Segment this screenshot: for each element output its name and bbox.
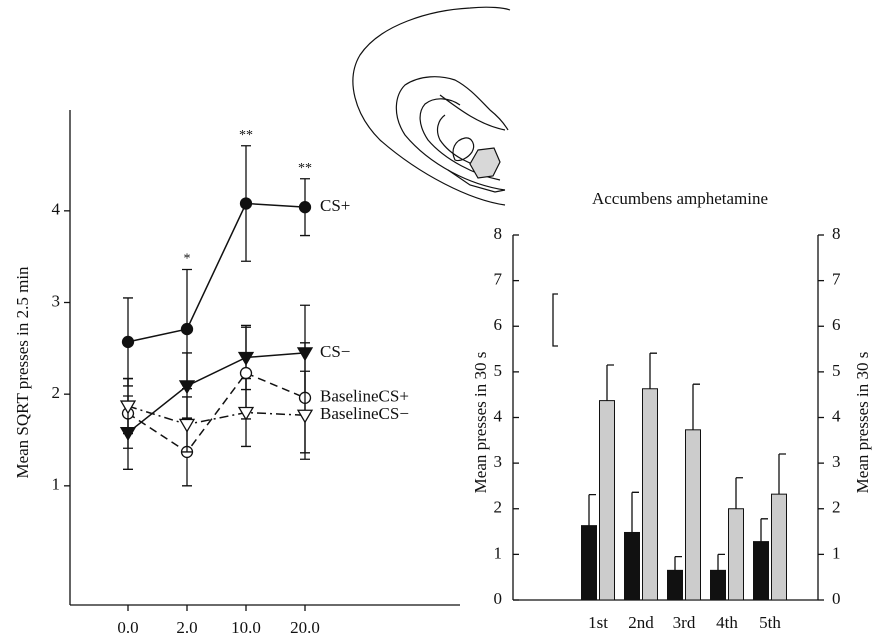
- x-tick-label: 5th: [759, 613, 781, 632]
- bar: [642, 388, 658, 601]
- bar: [624, 531, 640, 601]
- data-point: [237, 406, 255, 421]
- y-tick-label: 1: [52, 475, 61, 494]
- bar: [667, 569, 683, 601]
- y2-tick-label: 5: [832, 361, 841, 380]
- error-bar: [717, 553, 725, 571]
- y-tick-label: 2: [52, 383, 61, 402]
- x-tick-label: 0.0: [117, 618, 138, 636]
- x-tick-label: 2.0: [176, 618, 197, 636]
- y2-tick-label: 0: [832, 589, 841, 608]
- data-point: [178, 380, 196, 395]
- x-tick-label: 3rd: [673, 613, 696, 632]
- y-tick-label: 0: [494, 589, 503, 608]
- data-point: [298, 201, 312, 214]
- bar: [581, 525, 597, 601]
- y-tick-label: 1: [494, 543, 503, 562]
- data-point: [119, 400, 137, 415]
- x-tick-label: 1st: [588, 613, 608, 632]
- data-point: [296, 409, 314, 424]
- y2-tick-label: 8: [832, 224, 841, 243]
- chart-title: Accumbens amphetamine: [592, 189, 768, 208]
- x-tick-label: 10.0: [231, 618, 261, 636]
- data-point: [239, 366, 253, 380]
- error-bar: [735, 477, 743, 509]
- error-bar: [692, 383, 700, 430]
- data-point: [178, 418, 196, 433]
- error-bar: [606, 364, 614, 401]
- data-point: [121, 335, 135, 349]
- y2-tick-label: 7: [832, 270, 841, 289]
- brain-diagram: [352, 6, 511, 206]
- series-line: [127, 352, 306, 434]
- x-tick-label: 2nd: [628, 613, 654, 632]
- series-line: [127, 202, 306, 343]
- significance-marker: **: [239, 128, 253, 143]
- y2-tick-label: 2: [832, 498, 841, 517]
- y2-tick-label: 6: [832, 315, 841, 334]
- error-bar: [674, 556, 682, 571]
- y-axis-label: Mean presses in 30 s: [471, 352, 490, 494]
- y-axis-label: Mean SQRT presses in 2.5 min: [13, 266, 32, 479]
- y-tick-label: 3: [52, 291, 61, 310]
- error-bar: [778, 453, 786, 495]
- error-bar: [588, 493, 596, 526]
- error-bar: [649, 352, 657, 389]
- bar: [710, 569, 726, 601]
- y-tick-label: 8: [494, 224, 503, 243]
- bar: [599, 400, 615, 601]
- series-label: BaselineCS−: [320, 404, 409, 423]
- bar: [771, 493, 787, 601]
- bar: [728, 508, 744, 601]
- x-tick-label: 4th: [716, 613, 738, 632]
- y2-tick-label: 4: [832, 406, 841, 425]
- error-bar: [631, 491, 639, 533]
- bar: [753, 541, 769, 601]
- y2-tick-label: 3: [832, 452, 841, 471]
- series-label: BaselineCS+: [320, 387, 409, 406]
- y-tick-label: 2: [494, 498, 503, 517]
- significance-marker: *: [184, 252, 191, 267]
- series-label: CS−: [320, 342, 350, 361]
- data-point: [239, 197, 253, 210]
- series-label: CS+: [320, 196, 350, 215]
- x-tick-label: 20.0: [290, 618, 320, 636]
- significance-marker: **: [298, 161, 312, 176]
- y-tick-label: 4: [52, 200, 61, 219]
- y-tick-label: 7: [494, 270, 503, 289]
- y-tick-label: 5: [494, 361, 503, 380]
- error-bar: [760, 518, 768, 542]
- data-point: [180, 322, 194, 336]
- y-tick-label: 4: [494, 406, 503, 425]
- y2-tick-label: 1: [832, 543, 841, 562]
- bracket: [552, 293, 558, 347]
- series-line: [127, 372, 306, 453]
- bar: [685, 429, 701, 601]
- y-tick-label: 6: [494, 315, 503, 334]
- y-tick-label: 3: [494, 452, 503, 471]
- series-line: [127, 405, 306, 426]
- y2-axis-label: Mean presses in 30 s: [853, 352, 872, 494]
